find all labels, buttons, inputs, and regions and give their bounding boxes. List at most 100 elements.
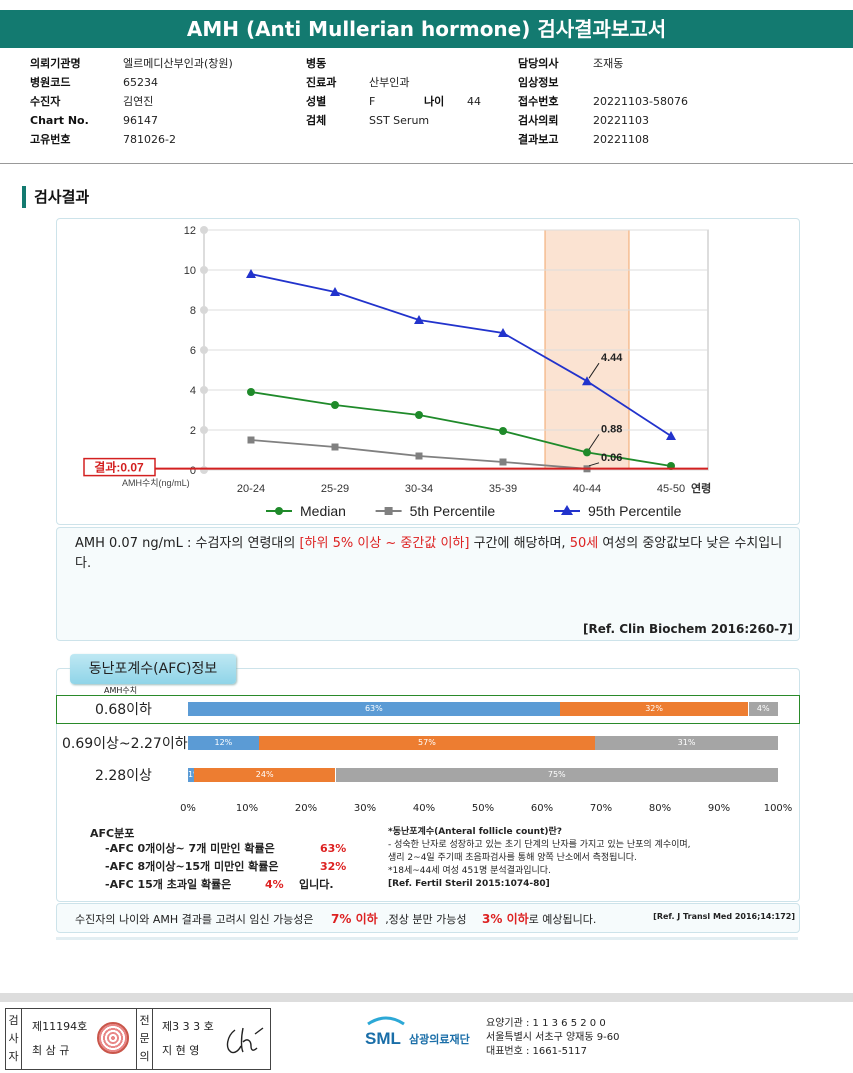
interpretation-panel: AMH 0.07 ng/mL : 수검자의 연령대의 [하위 5% 이상 ~ 중… (56, 527, 800, 641)
y-tick-dot (200, 386, 208, 394)
afc-highlight-box (56, 695, 800, 724)
info-label: 성별 (306, 95, 327, 108)
y-tick-label: 12 (184, 225, 196, 237)
data-point (499, 458, 507, 466)
data-point (331, 401, 339, 409)
x-tick-label: 30-34 (405, 483, 433, 495)
afc-bar: 12% 57% 31% (188, 736, 778, 750)
info-label: 병원코드 (30, 76, 71, 89)
legend-label: Median (300, 503, 346, 519)
info-label: 고유번호 (30, 133, 71, 146)
afc-row-label: 2.28이상 (95, 768, 152, 784)
afc-axis-tick: 10% (235, 803, 259, 814)
info-label: Chart No. (30, 114, 89, 127)
header-divider (0, 163, 853, 164)
age-value: 44 (467, 95, 481, 108)
data-label: 0.88 (601, 423, 622, 435)
y-tick-dot (200, 346, 208, 354)
info-value: 김연진 (123, 95, 154, 108)
data-point (498, 328, 508, 337)
examiner-seal (97, 1022, 129, 1054)
afc-axis-tick: 60% (530, 803, 554, 814)
report-title: AMH (Anti Mullerian hormone) 검사결과보고서 (0, 10, 853, 48)
x-tick-label: 25-29 (321, 483, 349, 495)
sml-logo-icon: SML (365, 1016, 405, 1048)
data-label-leader (588, 434, 600, 450)
afc-bar-segment: 4% (748, 702, 778, 716)
info-label: 수진자 (30, 95, 61, 108)
afc-dist-item: -AFC 8개이상~15개 미만인 확률은 32% (105, 860, 347, 873)
info-value: 20221103-58076 (593, 95, 688, 108)
data-point (246, 269, 256, 278)
info-value: 엘르메디산부인과(창원) (123, 57, 233, 70)
data-point (583, 448, 591, 457)
specialist-signature (226, 1027, 264, 1054)
x-tick-label: 20-24 (237, 483, 265, 495)
info-label: 검사의뢰 (518, 114, 559, 127)
pregnancy-panel: 수진자의 나이와 AMH 결과를 고려시 임신 가능성은 7% 이하 ,정상 분… (56, 903, 800, 933)
afc-bar-segment: 57% (258, 736, 596, 750)
afc-bar: 63% 32% 4% (188, 702, 778, 716)
info-label: 진료과 (306, 76, 337, 89)
interp-mid: 구간에 해당하며, (469, 536, 570, 551)
afc-dist-title: AFC분포 (90, 827, 135, 840)
y-tick-dot (200, 226, 208, 234)
data-point (666, 431, 676, 440)
examiner-name: 최 삼 규 (32, 1044, 70, 1057)
info-column-3: 담당의사 조재동 임상정보 접수번호 20221103-58076 검사의뢰 2022… (518, 54, 688, 149)
pregnancy-text: 수진자의 나이와 AMH 결과를 고려시 임신 가능성은 7% 이하 ,정상 분… (75, 912, 597, 926)
afc-axis-tick: 20% (294, 803, 318, 814)
info-value: 조재동 (593, 57, 624, 70)
interp-suffix: 여성의 중앙값보다 낮은 수치입니다. (75, 536, 783, 571)
y-tick-label: 6 (190, 345, 196, 357)
data-point (415, 452, 423, 460)
legend-marker (384, 507, 393, 515)
legend-label: 95th Percentile (588, 503, 682, 519)
info-label: 임상정보 (518, 76, 559, 89)
interp-prefix: AMH 0.07 ng/mL : 수검자의 연령대의 (75, 536, 300, 551)
y-tick-label: 10 (184, 265, 196, 277)
y-tick-label: 8 (190, 305, 196, 317)
info-value: 20221108 (593, 133, 649, 146)
afc-row-header: AMH수치 (104, 686, 138, 695)
x-tick-label: 40-44 (573, 483, 601, 495)
interp-reference: [Ref. Clin Biochem 2016:260-7] (583, 622, 793, 636)
data-point (330, 287, 340, 296)
afc-axis-tick: 30% (353, 803, 377, 814)
data-point (247, 436, 255, 444)
legend-marker (275, 507, 283, 515)
panel-shadow (56, 937, 798, 940)
data-label-leader (588, 362, 600, 379)
afc-axis-tick: 70% (589, 803, 613, 814)
footer-divider (0, 993, 853, 1002)
afc-bar-segment: 24% (193, 768, 336, 782)
org-contact: 요양기관 : 1 1 3 6 5 2 0 0 서울특별시 서초구 양재동 9-6… (486, 1018, 620, 1057)
examiner-number: 제11194호 (32, 1020, 88, 1033)
afc-row-label: 0.68이하 (95, 702, 152, 718)
x-axis-suffix: 연령 (691, 481, 711, 495)
info-label: 접수번호 (518, 95, 559, 108)
age-label: 나이 (424, 95, 445, 108)
afc-axis-tick: 100% (763, 803, 793, 814)
series-line (250, 273, 672, 437)
result-badge-box (83, 457, 156, 477)
info-value: SST Serum (369, 114, 430, 127)
info-value: 65234 (123, 76, 158, 89)
afc-dist-list: -AFC 0개이상~ 7개 미만인 확률은 63% -AFC 8개이상~15개 미… (105, 840, 346, 894)
amh-line-chart: 0 2 4 6 8 10 12 20-24 25-29 30-34 35-39 40-44 45-50 연… (83, 225, 711, 519)
y-tick-dot (200, 426, 208, 434)
data-label: 0.06 (601, 452, 622, 464)
afc-bar-segment: 31% (595, 736, 778, 750)
data-point (247, 388, 255, 396)
info-label: 담당의사 (518, 57, 559, 70)
info-label: 검체 (306, 114, 327, 127)
afc-bar-segment: 12% (188, 736, 259, 750)
afc-dist-item: -AFC 15개 초과일 확률은 4% 입니다. (105, 878, 334, 891)
interp-range: [하위 5% 이상 ~ 중간값 이하] (299, 536, 470, 551)
legend-label: 5th Percentile (410, 503, 496, 519)
afc-bar: 1%24%75% (188, 768, 778, 782)
data-point (582, 376, 592, 386)
org-name: 삼광의료재단 (409, 1033, 470, 1046)
